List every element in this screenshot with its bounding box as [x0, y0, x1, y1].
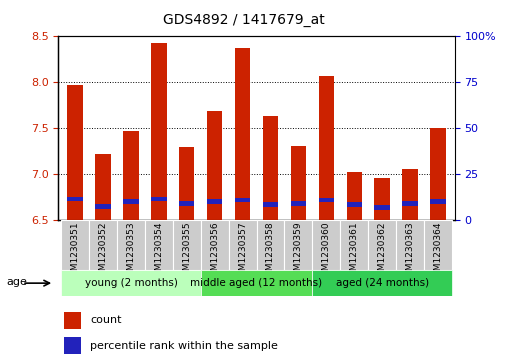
Bar — [235, 197, 250, 202]
Bar — [312, 270, 452, 296]
Bar — [96, 204, 111, 209]
Bar — [207, 199, 223, 204]
Bar — [319, 197, 334, 202]
Text: GSM1230358: GSM1230358 — [266, 221, 275, 282]
Bar — [151, 43, 167, 220]
Text: GSM1230355: GSM1230355 — [182, 221, 192, 282]
Bar — [229, 220, 257, 270]
Bar — [201, 220, 229, 270]
Bar — [291, 146, 306, 220]
Bar — [151, 197, 167, 201]
Text: GSM1230353: GSM1230353 — [126, 221, 136, 282]
Bar — [145, 220, 173, 270]
Bar — [263, 116, 278, 220]
Bar — [424, 220, 452, 270]
Bar — [89, 220, 117, 270]
Bar — [346, 202, 362, 207]
Text: GDS4892 / 1417679_at: GDS4892 / 1417679_at — [163, 13, 325, 27]
Text: GSM1230351: GSM1230351 — [71, 221, 80, 282]
Text: GSM1230354: GSM1230354 — [154, 221, 164, 282]
Text: GSM1230356: GSM1230356 — [210, 221, 219, 282]
Bar — [61, 220, 89, 270]
Text: GSM1230364: GSM1230364 — [433, 221, 442, 282]
Bar — [368, 220, 396, 270]
Bar — [179, 201, 195, 206]
Bar — [68, 85, 83, 220]
Bar — [374, 205, 390, 209]
Bar — [117, 220, 145, 270]
Bar — [402, 169, 418, 220]
Text: percentile rank within the sample: percentile rank within the sample — [90, 341, 278, 351]
Bar — [263, 202, 278, 207]
Bar — [201, 270, 312, 296]
Bar — [179, 147, 195, 220]
Text: aged (24 months): aged (24 months) — [336, 278, 429, 288]
Text: age: age — [7, 277, 27, 287]
Bar — [291, 201, 306, 206]
Bar — [68, 197, 83, 201]
Bar — [207, 111, 223, 220]
Text: young (2 months): young (2 months) — [84, 278, 177, 288]
Text: GSM1230362: GSM1230362 — [377, 221, 387, 282]
Bar — [396, 220, 424, 270]
Text: GSM1230357: GSM1230357 — [238, 221, 247, 282]
Bar — [319, 76, 334, 220]
Bar — [96, 154, 111, 220]
Bar — [61, 270, 201, 296]
Bar — [123, 131, 139, 220]
Text: middle aged (12 months): middle aged (12 months) — [190, 278, 323, 288]
Bar — [340, 220, 368, 270]
Text: count: count — [90, 315, 122, 325]
Bar — [235, 48, 250, 220]
Bar — [374, 178, 390, 220]
Text: GSM1230363: GSM1230363 — [405, 221, 415, 282]
Bar — [64, 312, 81, 329]
Bar — [346, 172, 362, 220]
Bar — [312, 220, 340, 270]
Bar — [173, 220, 201, 270]
Text: GSM1230360: GSM1230360 — [322, 221, 331, 282]
Text: GSM1230359: GSM1230359 — [294, 221, 303, 282]
Text: GSM1230361: GSM1230361 — [350, 221, 359, 282]
Bar — [64, 337, 81, 354]
Bar — [402, 201, 418, 206]
Bar — [257, 220, 284, 270]
Text: GSM1230352: GSM1230352 — [99, 221, 108, 282]
Bar — [123, 199, 139, 204]
Bar — [430, 199, 446, 204]
Bar — [430, 128, 446, 220]
Bar — [284, 220, 312, 270]
